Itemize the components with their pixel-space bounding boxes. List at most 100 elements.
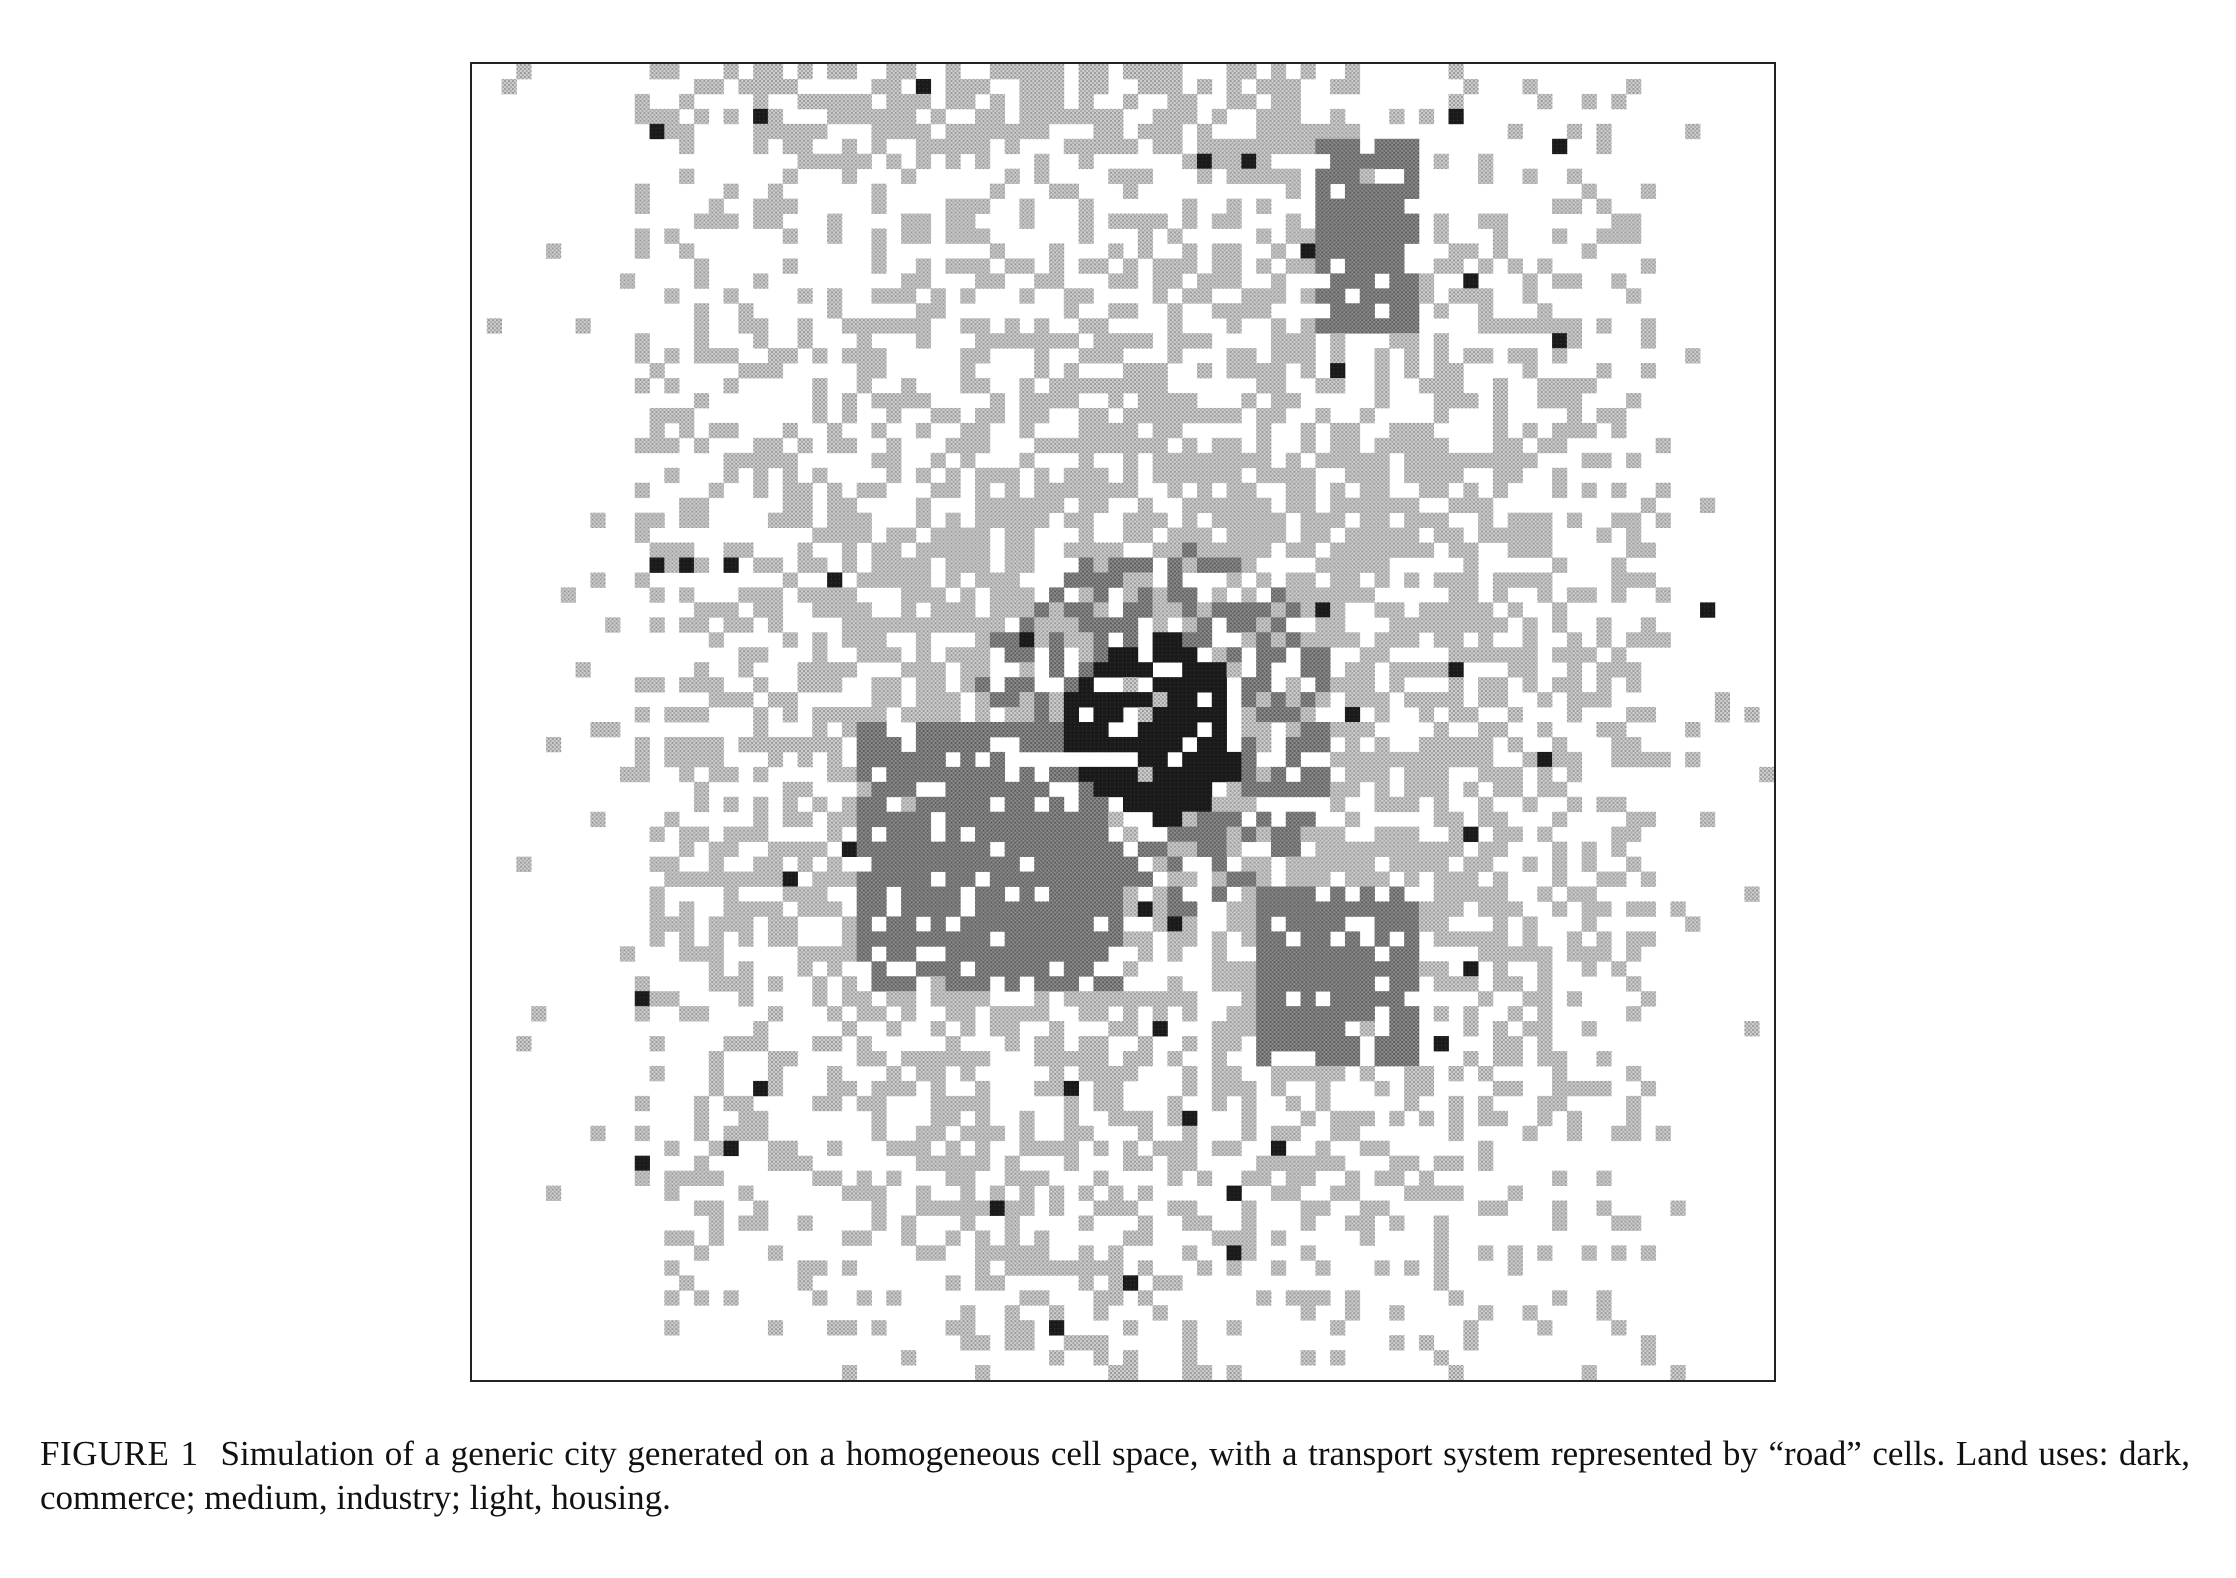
- land-use-cell: [1418, 437, 1435, 454]
- land-use-cell: [975, 422, 991, 439]
- land-use-cell: [1359, 946, 1375, 962]
- land-use-cell: [1315, 1051, 1331, 1067]
- land-use-cell: [960, 647, 976, 663]
- land-use-cell: [1123, 467, 1139, 484]
- land-use-cell: [1211, 766, 1227, 783]
- land-use-cell: [930, 662, 946, 678]
- land-use-cell: [1093, 422, 1109, 439]
- land-use-cell: [1167, 707, 1183, 723]
- land-use-cell: [1226, 796, 1242, 813]
- land-use-cell: [960, 198, 976, 214]
- land-use-cell: [1211, 647, 1227, 663]
- land-use-cell: [871, 677, 887, 693]
- land-use-cell: [1256, 1006, 1272, 1022]
- land-use-cell: [1330, 602, 1346, 618]
- land-use-cell: [797, 542, 813, 558]
- land-use-cell: [1034, 901, 1050, 917]
- land-use-cell: [827, 422, 843, 439]
- land-use-cell: [1049, 183, 1065, 199]
- land-use-cell: [1167, 991, 1183, 1007]
- land-use-cell: [1418, 856, 1435, 872]
- land-use-cell: [753, 811, 769, 828]
- land-use-cell: [945, 1006, 961, 1022]
- land-use-cell: [1285, 542, 1301, 558]
- land-use-cell: [753, 333, 769, 349]
- land-use-cell: [1492, 422, 1509, 439]
- land-use-cell: [679, 707, 695, 723]
- land-use-cell: [886, 946, 902, 962]
- land-use-cell: [1182, 1365, 1198, 1380]
- land-use-cell: [827, 751, 843, 768]
- land-use-cell: [975, 542, 991, 558]
- land-use-cell: [1241, 1021, 1257, 1037]
- land-use-cell: [915, 333, 932, 349]
- land-use-cell: [1448, 527, 1464, 543]
- land-use-cell: [782, 1140, 798, 1157]
- land-use-cell: [1226, 437, 1242, 454]
- land-use-cell: [812, 662, 828, 678]
- land-use-cell: [975, 138, 991, 155]
- land-use-cell: [856, 153, 872, 170]
- land-use-cell: [1433, 1275, 1449, 1291]
- land-use-cell: [1448, 542, 1464, 558]
- land-use-cell: [1463, 751, 1479, 768]
- land-use-cell: [945, 572, 961, 588]
- land-use-cell: [1063, 617, 1080, 633]
- land-use-cell: [1537, 258, 1553, 274]
- land-use-cell: [930, 602, 946, 618]
- land-use-cell: [1063, 871, 1080, 887]
- land-use-cell: [1478, 213, 1494, 229]
- land-use-cell: [1359, 722, 1375, 738]
- land-use-cell: [856, 1170, 872, 1186]
- land-use-cell: [1078, 961, 1094, 977]
- land-use-cell: [1330, 1155, 1346, 1172]
- land-use-cell: [1315, 826, 1331, 843]
- land-use-cell: [901, 751, 917, 768]
- land-use-cell: [1389, 1170, 1405, 1186]
- land-use-cell: [871, 1200, 887, 1216]
- land-use-cell: [1256, 378, 1272, 394]
- land-use-cell: [812, 736, 828, 753]
- land-use-cell: [1404, 826, 1420, 843]
- land-use-cell: [1374, 452, 1390, 469]
- land-use-cell: [1034, 856, 1050, 872]
- land-use-cell: [841, 766, 858, 783]
- land-use-cell: [634, 976, 650, 992]
- land-use-cell: [856, 378, 872, 394]
- land-use-cell: [590, 572, 606, 588]
- land-use-cell: [708, 961, 724, 977]
- land-use-cell: [1270, 961, 1287, 977]
- land-use-cell: [1241, 303, 1257, 319]
- land-use-cell: [1167, 318, 1183, 334]
- land-use-cell: [1315, 318, 1331, 334]
- land-use-cell: [1478, 617, 1494, 633]
- land-use-cell: [1433, 602, 1449, 618]
- land-use-cell: [841, 1080, 858, 1097]
- land-use-cell: [1374, 991, 1390, 1007]
- land-use-cell: [1226, 781, 1242, 798]
- land-use-cell: [1448, 602, 1464, 618]
- land-use-cell: [1330, 168, 1346, 185]
- land-use-cell: [1552, 1051, 1568, 1067]
- land-use-cell: [1182, 766, 1198, 783]
- land-use-cell: [1123, 602, 1139, 618]
- land-use-cell: [1344, 273, 1361, 289]
- land-use-cell: [915, 662, 932, 678]
- land-use-cell: [812, 378, 828, 394]
- land-use-cell: [649, 931, 665, 947]
- land-use-cell: [930, 617, 946, 633]
- land-use-cell: [649, 64, 665, 80]
- land-use-cell: [1004, 1335, 1020, 1351]
- land-use-cell: [1404, 303, 1420, 319]
- land-use-cell: [1270, 976, 1287, 992]
- land-use-cell: [1004, 123, 1020, 140]
- land-use-cell: [1167, 647, 1183, 663]
- land-use-cell: [1108, 736, 1124, 753]
- land-use-cell: [723, 901, 739, 917]
- land-use-cell: [1315, 587, 1331, 603]
- land-use-cell: [767, 1080, 784, 1097]
- land-use-cell: [1389, 1110, 1405, 1127]
- land-use-cell: [989, 64, 1006, 80]
- land-use-cell: [797, 736, 813, 753]
- land-use-cell: [782, 692, 798, 708]
